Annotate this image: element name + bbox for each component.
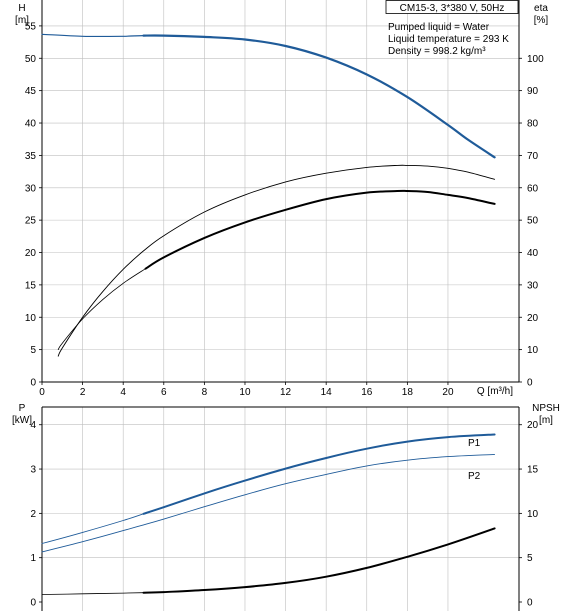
bottom-chart-frame xyxy=(41,406,520,611)
top-chart-frame xyxy=(41,0,520,383)
bottom-left-tick-label: 4 xyxy=(30,420,36,431)
top-chart-ticks: 0510152025303540455055010203040506070809… xyxy=(25,21,544,398)
top-right-tick-label: 70 xyxy=(527,151,539,162)
top-right-tick-label: 30 xyxy=(527,280,539,291)
bottom-npsh-curve-3 xyxy=(41,592,144,595)
info-liquid-temperature: Liquid temperature = 293 K xyxy=(388,34,509,45)
npsh-axis-unit: [m] xyxy=(539,415,553,426)
top-right-tick-label: 50 xyxy=(527,216,539,227)
top-head-curve-1 xyxy=(142,34,496,159)
top-left-tick-label: 40 xyxy=(25,119,37,130)
bottom-right-tick-label: 5 xyxy=(527,553,533,564)
top-left-tick-label: 55 xyxy=(25,21,37,32)
p-axis-unit: [kW] xyxy=(12,415,32,426)
x-tick-label: 8 xyxy=(202,387,208,398)
info-pumped-liquid: Pumped liquid = Water xyxy=(388,22,490,33)
p1-curve-label: P1 xyxy=(468,438,481,449)
top-right-tick-label: 0 xyxy=(527,378,533,389)
top-right-tick-label: 80 xyxy=(527,119,539,130)
npsh-axis-label: NPSH xyxy=(532,403,560,414)
bottom-chart-ticks: 0 1 2 3 4 0 5 10 15 20 xyxy=(30,420,538,608)
top-left-tick-label: 5 xyxy=(30,345,36,356)
h-axis-label: H xyxy=(18,3,25,14)
bottom-chart-grid xyxy=(42,407,519,611)
bottom-chart-curves xyxy=(41,433,496,595)
x-tick-label: 6 xyxy=(161,387,167,398)
top-left-tick-label: 45 xyxy=(25,86,37,97)
top-right-tick-label: 40 xyxy=(527,248,539,259)
x-tick-label: 16 xyxy=(361,387,373,398)
x-tick-label: 12 xyxy=(280,387,292,398)
bottom-p1-curve-1 xyxy=(142,433,496,515)
p2-curve-label: P2 xyxy=(468,471,481,482)
top-right-tick-label: 90 xyxy=(527,86,539,97)
eta-axis-label: eta xyxy=(534,3,548,14)
eta-axis-unit: [%] xyxy=(534,15,549,26)
bottom-left-tick-label: 2 xyxy=(30,509,36,520)
h-axis-unit: [m] xyxy=(15,15,29,26)
x-tick-label: 0 xyxy=(39,387,45,398)
info-density: Density = 998.2 kg/m³ xyxy=(388,46,486,57)
bottom-npsh-curve-4 xyxy=(142,527,496,594)
top-right-tick-label: 60 xyxy=(527,183,539,194)
top-right-tick-label: 20 xyxy=(527,313,539,324)
info-box: CM15-3, 3*380 V, 50Hz Pumped liquid = Wa… xyxy=(385,0,519,57)
top-left-tick-label: 20 xyxy=(25,248,37,259)
top-left-tick-label: 50 xyxy=(25,54,37,65)
bottom-left-tick-label: 1 xyxy=(30,553,36,564)
bottom-right-tick-label: 10 xyxy=(527,509,539,520)
top-left-tick-label: 35 xyxy=(25,151,37,162)
pump-model-title: CM15-3, 3*380 V, 50Hz xyxy=(400,3,505,14)
top-right-tick-label: 10 xyxy=(527,345,539,356)
x-tick-label: 2 xyxy=(80,387,86,398)
bottom-left-tick-label: 3 xyxy=(30,465,36,476)
x-tick-label: 10 xyxy=(239,387,251,398)
top-left-tick-label: 25 xyxy=(25,216,37,227)
bottom-right-tick-label: 15 xyxy=(527,465,539,476)
top-efficiency-curve-4 xyxy=(57,268,146,350)
x-tick-label: 20 xyxy=(442,387,454,398)
top-efficiency-curve-2 xyxy=(57,164,496,357)
p-axis-label: P xyxy=(19,403,26,414)
bottom-right-tick-label: 20 xyxy=(527,420,539,431)
bottom-left-tick-label: 0 xyxy=(30,598,36,609)
top-chart-grid xyxy=(42,0,519,382)
bottom-right-tick-label: 0 xyxy=(527,598,533,609)
top-right-tick-label: 100 xyxy=(527,54,544,65)
x-tick-label: 4 xyxy=(120,387,126,398)
x-tick-label: 14 xyxy=(321,387,333,398)
top-chart-curves xyxy=(41,33,496,357)
bottom-p2-curve-2 xyxy=(41,453,496,553)
top-efficiency-curve-3 xyxy=(144,189,496,270)
q-axis-label: Q [m³/h] xyxy=(477,386,513,397)
top-left-tick-label: 10 xyxy=(25,313,37,324)
top-left-tick-label: 15 xyxy=(25,280,37,291)
top-left-tick-label: 30 xyxy=(25,183,37,194)
x-tick-label: 18 xyxy=(402,387,414,398)
bottom-p1-curve-0 xyxy=(41,513,144,544)
top-left-tick-label: 0 xyxy=(30,378,36,389)
